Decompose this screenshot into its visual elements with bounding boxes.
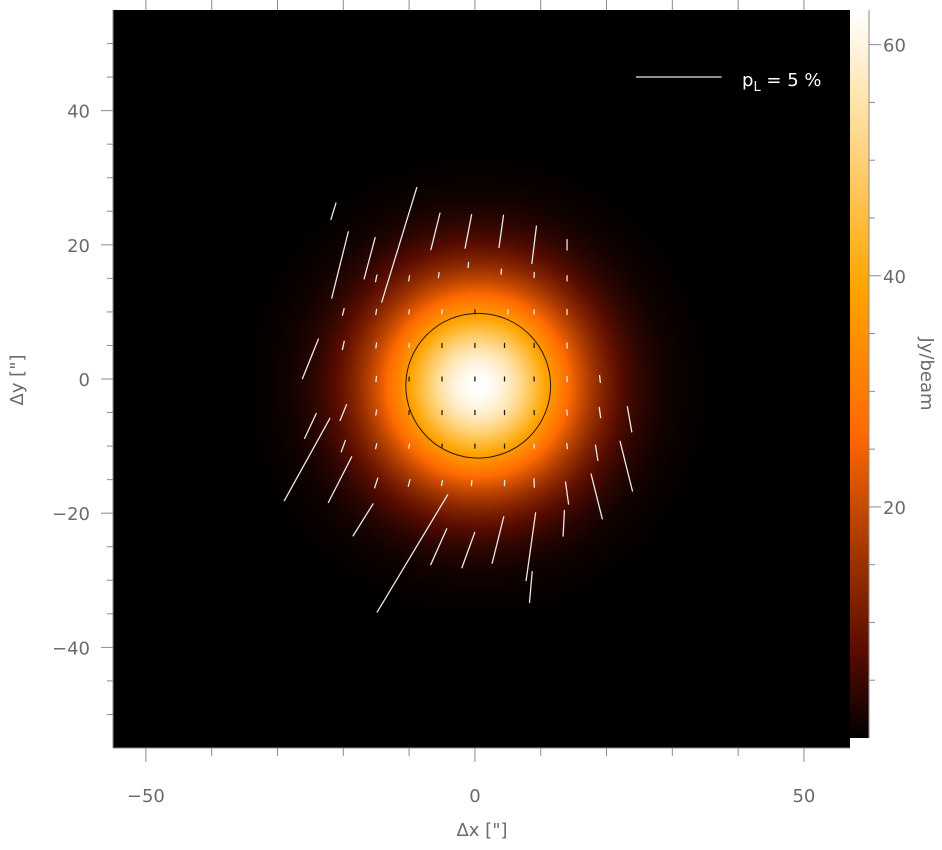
polarization-vector [376, 309, 377, 314]
colorbar [850, 10, 869, 738]
polarization-vector [409, 310, 410, 314]
x-axis-label: Δx ["] [456, 820, 507, 841]
y-tick-label: 40 [67, 102, 90, 123]
colorbar-label: Jy/beam [916, 336, 937, 410]
y-axis-label: Δy ["] [7, 354, 28, 405]
polarization-vector [409, 444, 410, 448]
polarization-vector [567, 444, 568, 449]
colorbar-tick-label: 20 [883, 498, 906, 519]
polarization-vector [438, 272, 439, 277]
colorbar-ticks: 20 40 60 [869, 10, 906, 738]
x-tick-label: −50 [127, 786, 165, 807]
colorbar-tick-label: 40 [883, 267, 906, 288]
y-tick-label: 20 [67, 236, 90, 257]
y-axis-ticks: −40 −20 0 20 40 [52, 44, 113, 715]
source-intensity-map [250, 158, 706, 614]
y-tick-label: 0 [79, 370, 90, 391]
colorbar-tick-label: 60 [883, 36, 906, 57]
polarization-vector [567, 410, 568, 415]
x-tick-label: 50 [792, 786, 815, 807]
polarization-vector [409, 276, 410, 281]
polarization-vector [442, 480, 443, 485]
polarization-vector [471, 480, 472, 485]
polarization-vector [376, 410, 377, 415]
polarization-vector [600, 376, 601, 383]
polarization-vector [376, 343, 377, 348]
x-tick-label: 0 [469, 786, 480, 807]
y-tick-label: −40 [52, 638, 90, 659]
y-tick-label: −20 [52, 504, 90, 525]
